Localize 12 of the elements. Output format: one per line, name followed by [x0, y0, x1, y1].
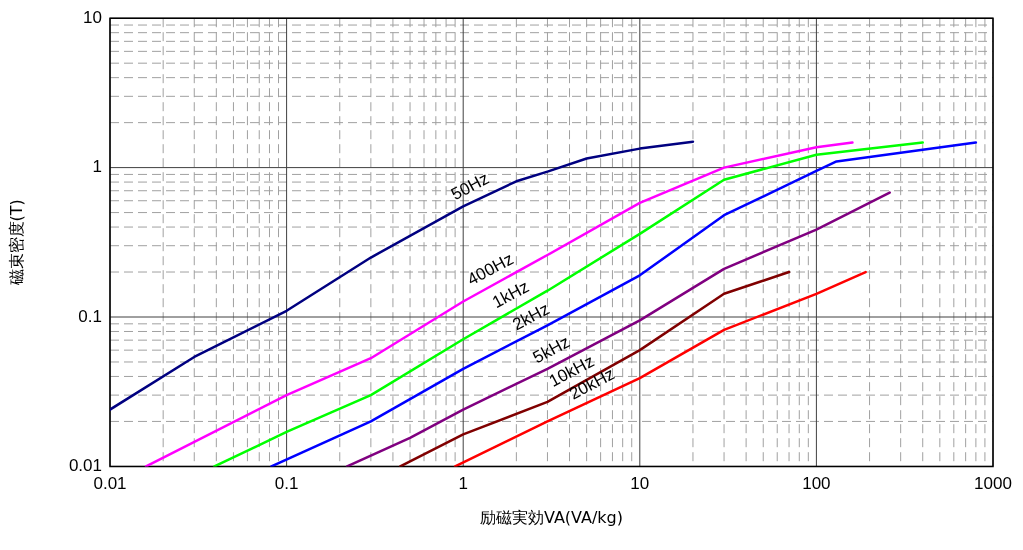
- x-tick-label: 1000: [974, 474, 1012, 494]
- x-tick-label: 100: [802, 474, 831, 494]
- x-tick-label: 10: [630, 474, 650, 494]
- y-tick-label: 10: [83, 7, 102, 27]
- y-tick-label: 0.1: [78, 306, 102, 326]
- x-tick-label: 0.1: [274, 474, 299, 494]
- text: 50Hz: [448, 168, 493, 205]
- x-tick-label: 1: [458, 474, 468, 494]
- y-tick-label: 1: [92, 157, 102, 177]
- y-axis-title: 磁束密度(T): [6, 199, 26, 287]
- x-axis-title: 励磁実効VA(VA/kg): [479, 507, 624, 527]
- y-tick-label: 0.01: [68, 456, 102, 476]
